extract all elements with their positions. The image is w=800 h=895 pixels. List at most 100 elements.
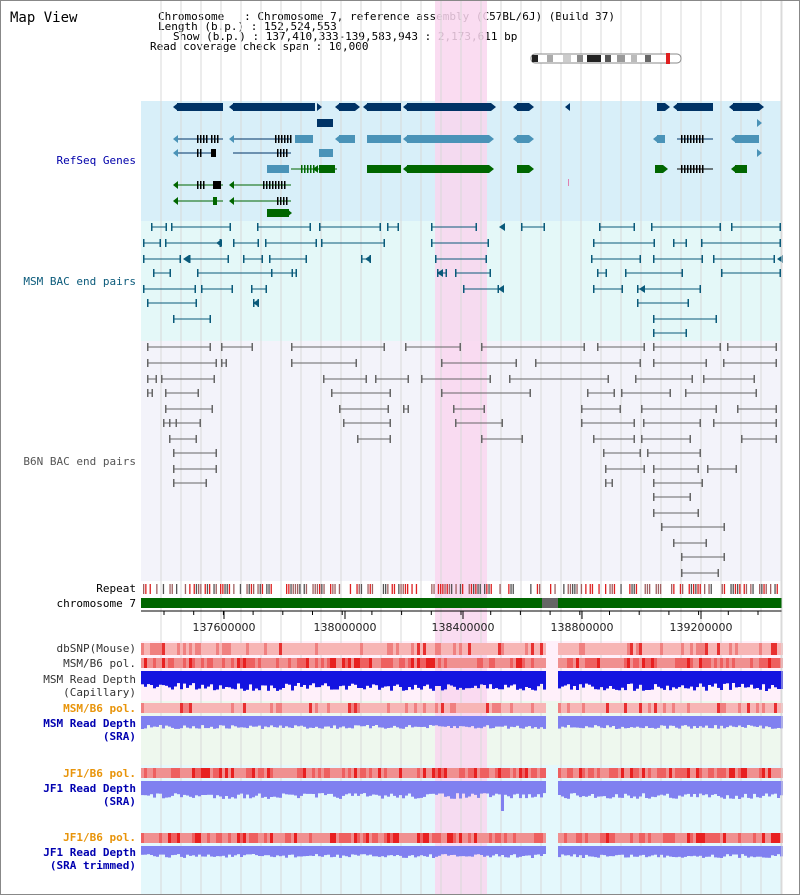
gene-exon[interactable] xyxy=(690,135,692,143)
b6n-bac-pair-end[interactable] xyxy=(639,449,642,457)
b6n-bac-pair-end[interactable] xyxy=(421,375,423,383)
b6n-bac-pair-end[interactable] xyxy=(697,465,700,473)
msm-bac-pair-end[interactable] xyxy=(591,255,593,263)
b6n-bac-pair-end[interactable] xyxy=(501,419,504,427)
gene-exon[interactable] xyxy=(317,119,333,127)
b6n-bac-pair-end[interactable] xyxy=(205,479,208,487)
msm-bac-pair-end[interactable] xyxy=(147,299,149,307)
b6n-bac-pair-end[interactable] xyxy=(389,419,392,427)
b6n-bac-pair-end[interactable] xyxy=(581,405,583,413)
b6n-bac-pair-end[interactable] xyxy=(605,465,607,473)
b6n-bac-pair-end[interactable] xyxy=(147,343,149,351)
msm-bac-pair-end[interactable] xyxy=(143,255,145,263)
gene-exon[interactable] xyxy=(696,165,698,173)
msm-bac-pair-end[interactable] xyxy=(779,239,782,247)
b6n-bac-pair-end[interactable] xyxy=(775,435,778,443)
repeat-track[interactable] xyxy=(143,584,778,594)
b6n-bac-pair-end[interactable] xyxy=(173,465,175,473)
msm-bac-pair-end[interactable] xyxy=(773,255,776,263)
b6n-bac-pair-end[interactable] xyxy=(705,359,708,367)
b6n-bac-pair-end[interactable] xyxy=(251,343,254,351)
b6n-bac-pair-end[interactable] xyxy=(509,375,511,383)
gene-exon[interactable] xyxy=(339,135,355,143)
gene-exon[interactable] xyxy=(684,165,686,173)
msm-bac-pair-end[interactable] xyxy=(701,239,703,247)
b6n-bac-pair-end[interactable] xyxy=(715,405,718,413)
b6n-bac-pair-end[interactable] xyxy=(225,359,228,367)
gene-exon[interactable] xyxy=(319,165,335,173)
b6n-bac-pair-end[interactable] xyxy=(775,359,778,367)
b6n-bac-pair-end[interactable] xyxy=(689,435,692,443)
gene-exon[interactable] xyxy=(281,181,283,189)
b6n-bac-pair-end[interactable] xyxy=(173,479,175,487)
b6n-bac-pair-end[interactable] xyxy=(723,359,725,367)
msm-bac-pair-end[interactable] xyxy=(701,255,704,263)
depth-tracks[interactable] xyxy=(141,1,783,895)
msm-bac-pair-end[interactable] xyxy=(625,269,627,277)
b6n-bac-pair-end[interactable] xyxy=(405,343,407,351)
msm-bac-pair-end[interactable] xyxy=(209,315,212,323)
msm-bac-pair-end[interactable] xyxy=(431,239,433,247)
b6n-bac-pair-end[interactable] xyxy=(699,419,702,427)
gene-exon[interactable] xyxy=(301,165,303,173)
gene-exon[interactable] xyxy=(267,165,289,173)
b6n-bac-pair-end[interactable] xyxy=(441,389,443,397)
msm-bac-pair-end[interactable] xyxy=(397,223,400,231)
msm-bac-pair-end[interactable] xyxy=(194,285,197,293)
msm-bac-pair-end[interactable] xyxy=(715,315,718,323)
msm-bac-pair-end[interactable] xyxy=(151,223,153,231)
b6n-bac-pair-end[interactable] xyxy=(691,375,694,383)
b6n-bac-pair-end[interactable] xyxy=(619,405,622,413)
b6n-bac-pair-end[interactable] xyxy=(775,405,778,413)
gene-exon[interactable] xyxy=(214,135,216,143)
msm-bac-pair-end[interactable] xyxy=(143,285,145,293)
msm-bac-pair-end[interactable] xyxy=(463,285,465,293)
gene-exon[interactable] xyxy=(200,135,202,143)
gene-exon[interactable] xyxy=(295,135,313,143)
msm-bac-pair-end[interactable] xyxy=(455,269,457,277)
msm-bac-pair-end[interactable] xyxy=(383,239,386,247)
gene-exon[interactable] xyxy=(690,165,692,173)
b6n-bac-pair-end[interactable] xyxy=(653,359,655,367)
b6n-bac-track[interactable] xyxy=(147,343,777,577)
b6n-bac-pair-end[interactable] xyxy=(213,375,216,383)
b6n-bac-pair-end[interactable] xyxy=(633,419,636,427)
msm-bac-pair-end[interactable] xyxy=(485,255,488,263)
gene-exon[interactable] xyxy=(280,149,282,157)
msm-bac-pair-end[interactable] xyxy=(731,223,733,231)
gene-exon[interactable] xyxy=(233,103,315,111)
gene-exon[interactable] xyxy=(277,197,279,205)
b6n-bac-pair-end[interactable] xyxy=(583,343,586,351)
gene-exon[interactable] xyxy=(278,181,280,189)
b6n-bac-pair-end[interactable] xyxy=(343,419,345,427)
b6n-bac-pair-end[interactable] xyxy=(681,553,683,561)
b6n-bac-pair-end[interactable] xyxy=(703,375,705,383)
gene-exon[interactable] xyxy=(339,103,355,111)
gene-exon[interactable] xyxy=(681,135,683,143)
b6n-bac-pair-end[interactable] xyxy=(221,359,223,367)
b6n-bac-pair-end[interactable] xyxy=(169,419,171,427)
b6n-bac-pair-end[interactable] xyxy=(383,343,386,351)
b6n-bac-pair-end[interactable] xyxy=(455,419,457,427)
msm-bac-pair-end[interactable] xyxy=(169,269,172,277)
msm-bac-pair-end[interactable] xyxy=(269,255,271,263)
b6n-bac-pair-end[interactable] xyxy=(151,389,154,397)
msm-bac-pair-end[interactable] xyxy=(165,223,168,231)
gene-exon[interactable] xyxy=(197,181,199,189)
b6n-bac-pair-end[interactable] xyxy=(643,465,646,473)
msm-bac-pair-end[interactable] xyxy=(173,315,175,323)
b6n-bac-pair-end[interactable] xyxy=(489,375,492,383)
b6n-bac-pair-end[interactable] xyxy=(441,359,443,367)
msm-bac-pair-end[interactable] xyxy=(637,299,639,307)
b6n-bac-pair-end[interactable] xyxy=(521,435,524,443)
gene-exon[interactable] xyxy=(217,135,219,143)
b6n-bac-pair-end[interactable] xyxy=(707,465,709,473)
msm-bac-pair-end[interactable] xyxy=(227,255,230,263)
gene-exon[interactable] xyxy=(213,197,217,205)
b6n-bac-pair-end[interactable] xyxy=(291,359,293,367)
b6n-bac-pair-end[interactable] xyxy=(705,539,708,547)
gene-exon[interactable] xyxy=(206,135,208,143)
b6n-bac-pair-end[interactable] xyxy=(681,569,683,577)
b6n-bac-pair-end[interactable] xyxy=(653,493,655,501)
gene-exon[interactable] xyxy=(211,149,216,157)
